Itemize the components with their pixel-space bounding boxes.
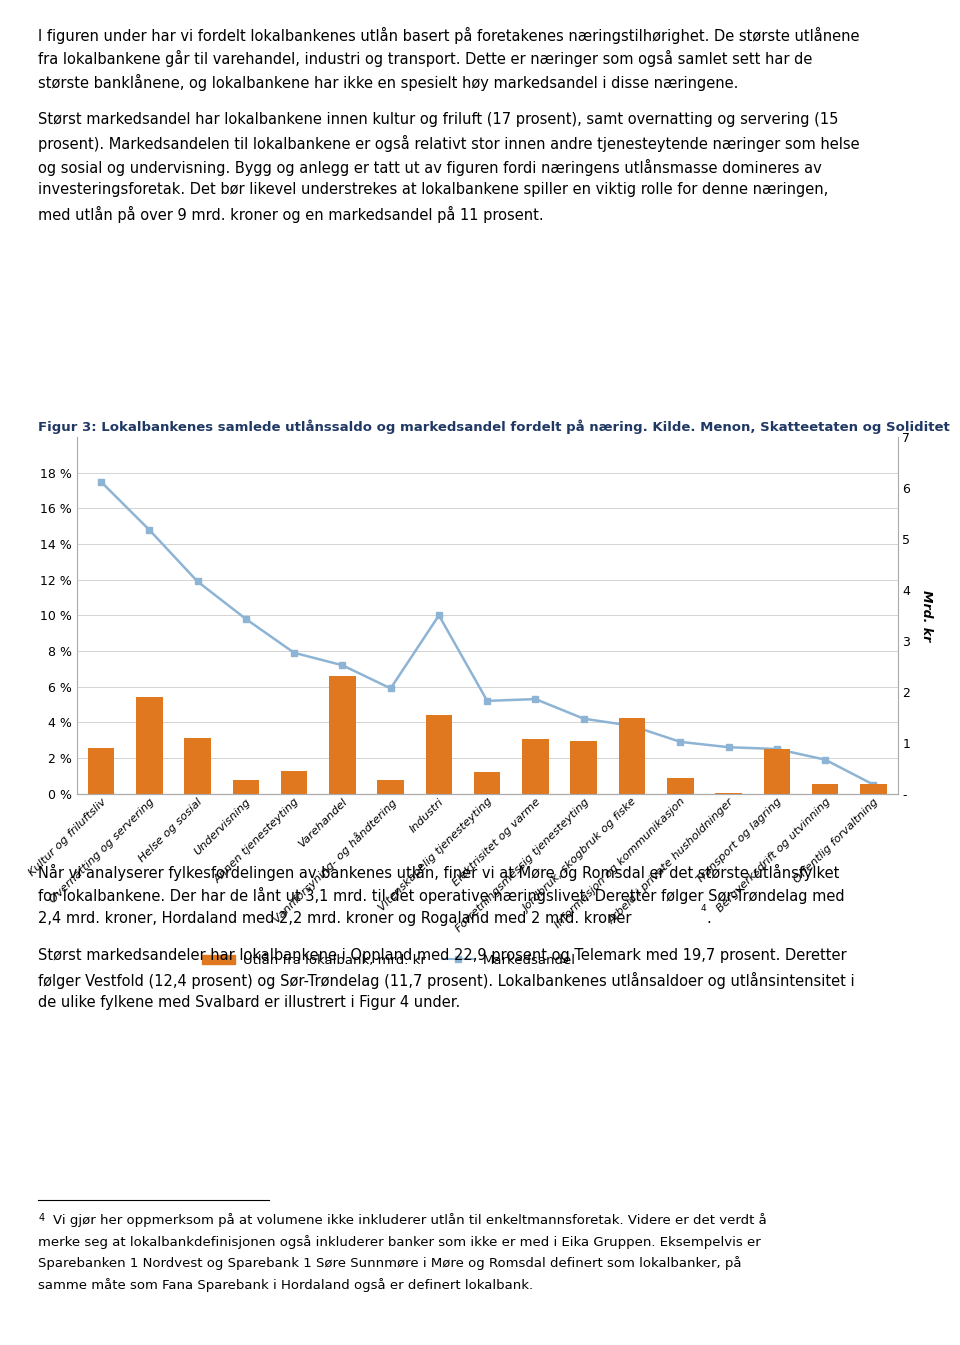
Text: følger Vestfold (12,4 prosent) og Sør-Trøndelag (11,7 prosent). Lokalbankenes ut: følger Vestfold (12,4 prosent) og Sør-Tr…	[38, 972, 855, 989]
Text: 2,4 mrd. kroner, Hordaland med 2,2 mrd. kroner og Rogaland med 2 mrd. kroner: 2,4 mrd. kroner, Hordaland med 2,2 mrd. …	[38, 911, 632, 925]
Text: de ulike fylkene med Svalbard er illustrert i Figur 4 under.: de ulike fylkene med Svalbard er illustr…	[38, 995, 461, 1010]
Bar	[425, 714, 452, 794]
Text: RAPPORT: RAPPORT	[864, 1319, 930, 1333]
Text: merke seg at lokalbankdefinisjonen også inkluderer banker som ikke er med i Eika: merke seg at lokalbankdefinisjonen også …	[38, 1235, 761, 1248]
Bar	[763, 749, 790, 794]
Text: samme måte som Fana Sparebank i Hordaland også er definert lokalbank.: samme måte som Fana Sparebank i Hordalan…	[38, 1278, 534, 1293]
Text: og sosial og undervisning. Bygg og anlegg er tatt ut av figuren fordi næringens : og sosial og undervisning. Bygg og anleg…	[38, 159, 822, 176]
Bar	[619, 718, 645, 794]
Bar	[860, 784, 887, 794]
Bar	[667, 777, 694, 794]
Text: .: .	[707, 911, 711, 925]
Text: 4: 4	[701, 904, 707, 913]
Bar	[280, 771, 307, 794]
Text: største banklånene, og lokalbankene har ikke en spesielt høy markedsandel i diss: største banklånene, og lokalbankene har …	[38, 74, 739, 91]
Bar	[570, 741, 597, 794]
Text: Størst markedsandel har lokalbankene innen kultur og friluft (17 prosent), samt : Størst markedsandel har lokalbankene inn…	[38, 112, 839, 126]
Text: med utlån på over 9 mrd. kroner og en markedsandel på 11 prosent.: med utlån på over 9 mrd. kroner og en ma…	[38, 206, 544, 223]
Bar	[136, 697, 162, 794]
Text: 4: 4	[38, 1213, 44, 1223]
Text: Når vi analyserer fylkesfordelingen av bankenes utlån, finer vi at Møre og Romsd: Når vi analyserer fylkesfordelingen av b…	[38, 863, 840, 881]
Bar	[329, 677, 355, 794]
Text: I figuren under har vi fordelt lokalbankenes utlån basert på foretakenes nærings: I figuren under har vi fordelt lokalbank…	[38, 27, 860, 44]
Bar	[377, 780, 404, 794]
Bar	[812, 784, 838, 794]
Text: prosent). Markedsandelen til lokalbankene er også relativt stor innen andre tjen: prosent). Markedsandelen til lokalbanken…	[38, 134, 860, 152]
Text: investeringsforetak. Det bør likevel understrekes at lokalbankene spiller en vik: investeringsforetak. Det bør likevel und…	[38, 182, 828, 198]
Y-axis label: Mrd. kr: Mrd. kr	[920, 589, 933, 642]
Bar	[522, 738, 549, 794]
Text: Menon Business Economics: Menon Business Economics	[38, 1319, 229, 1333]
Bar	[184, 737, 211, 794]
Legend: Utlån fra lokalbank, mrd. kr, Markedsandel: Utlån fra lokalbank, mrd. kr, Markedsand…	[197, 948, 581, 972]
Text: for lokalbankene. Der har de lånt ut 3,1 mrd. til det operative næringslivet. De: for lokalbankene. Der har de lånt ut 3,1…	[38, 888, 845, 904]
Bar	[87, 748, 114, 794]
Text: 19: 19	[838, 1319, 853, 1333]
Text: Vi gjør her oppmerksom på at volumene ikke inkluderer utlån til enkeltmannsforet: Vi gjør her oppmerksom på at volumene ik…	[53, 1213, 766, 1227]
Text: Sparebanken 1 Nordvest og Sparebank 1 Søre Sunnmøre i Møre og Romsdal definert s: Sparebanken 1 Nordvest og Sparebank 1 Sø…	[38, 1256, 742, 1271]
Text: fra lokalbankene går til varehandel, industri og transport. Dette er næringer so: fra lokalbankene går til varehandel, ind…	[38, 50, 813, 67]
Bar	[474, 772, 500, 794]
Text: Størst markedsandeler har lokalbankene i Oppland med 22,9 prosent og Telemark me: Størst markedsandeler har lokalbankene i…	[38, 948, 847, 963]
Bar	[232, 780, 259, 794]
Text: Figur 3: Lokalbankenes samlede utlånssaldo og markedsandel fordelt på næring. Ki: Figur 3: Lokalbankenes samlede utlånssal…	[38, 420, 950, 434]
